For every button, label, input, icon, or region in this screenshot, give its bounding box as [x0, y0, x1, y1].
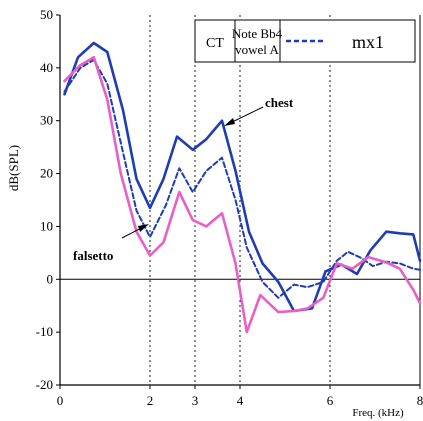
y-tick-label: 30 [40, 113, 53, 128]
x-tick-label: 6 [327, 393, 334, 408]
falsetto-label: falsetto [73, 248, 113, 263]
x-tick-label: 4 [237, 393, 244, 408]
series-line-falsetto [63, 56, 422, 334]
y-axis-label: dB(SPL) [6, 145, 21, 191]
x-tick-label: 8 [417, 393, 423, 408]
series-line-mx1 [63, 58, 421, 299]
y-tick-label: 40 [40, 60, 53, 75]
legend: CT Note Bb4 vowel A mx1 [194, 19, 416, 63]
y-tick-label: -10 [36, 324, 53, 339]
chest-arrowhead [224, 118, 235, 126]
chest-label: chest [265, 95, 294, 110]
y-tick-label: 10 [40, 218, 53, 233]
annotation-falsetto: falsetto [73, 224, 149, 263]
reference-lines [60, 15, 420, 385]
y-tick-label: 0 [47, 271, 54, 286]
series-line-chest [63, 41, 422, 313]
legend-note: Note Bb4 [232, 26, 283, 41]
series-group [63, 41, 422, 334]
x-tick-label: 0 [57, 393, 64, 408]
axes: -20 -10 0 10 20 30 40 50 0 2 3 4 6 8 [36, 7, 423, 408]
y-tick-label: 20 [40, 166, 53, 181]
legend-mx1: mx1 [352, 32, 384, 52]
falsetto-arrowhead [138, 224, 149, 232]
annotation-chest: chest [224, 95, 294, 126]
y-tick-label: -20 [36, 377, 53, 392]
x-tick-label: 2 [147, 393, 154, 408]
x-axis-label: Freq. (kHz) [352, 407, 404, 419]
y-tick-label: 50 [40, 7, 53, 22]
legend-vowel: vowel A [235, 42, 279, 57]
legend-ct: CT [206, 36, 224, 51]
x-tick-label: 3 [192, 393, 199, 408]
